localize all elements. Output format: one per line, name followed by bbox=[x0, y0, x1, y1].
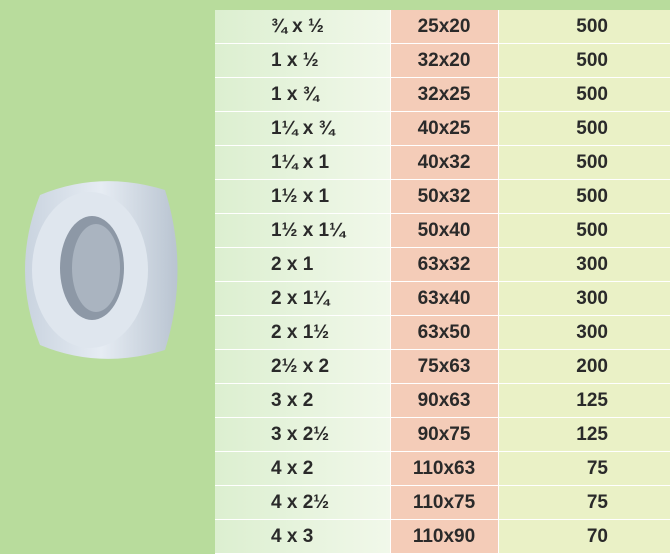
reducer-inner bbox=[72, 224, 120, 312]
size-inch: 1¼ x 1 bbox=[215, 146, 390, 180]
size-mm: 32x20 bbox=[390, 44, 498, 78]
quantity: 300 bbox=[498, 316, 670, 350]
size-inch: 1 x ½ bbox=[215, 44, 390, 78]
size-inch: 1½ x 1¼ bbox=[215, 214, 390, 248]
quantity: 300 bbox=[498, 248, 670, 282]
quantity: 500 bbox=[498, 10, 670, 44]
size-mm: 110x75 bbox=[390, 486, 498, 520]
page: {"table": {"rows": [ ["¾ x ½", "25x20", … bbox=[0, 0, 670, 554]
size-mm: 90x63 bbox=[390, 384, 498, 418]
size-mm: 63x32 bbox=[390, 248, 498, 282]
size-mm: 32x25 bbox=[390, 78, 498, 112]
size-inch: 4 x 2½ bbox=[215, 486, 390, 520]
size-inch: 4 x 3 bbox=[215, 520, 390, 554]
size-mm: 110x90 bbox=[390, 520, 498, 554]
size-mm: 63x50 bbox=[390, 316, 498, 350]
size-mm: 50x40 bbox=[390, 214, 498, 248]
quantity: 500 bbox=[498, 78, 670, 112]
quantity: 500 bbox=[498, 214, 670, 248]
size-inch: 3 x 2½ bbox=[215, 418, 390, 452]
size-inch: 2 x 1¼ bbox=[215, 282, 390, 316]
product-photo bbox=[0, 0, 215, 554]
size-inch: ¾ x ½ bbox=[215, 10, 390, 44]
size-mm: 90x75 bbox=[390, 418, 498, 452]
quantity: 125 bbox=[498, 384, 670, 418]
size-mm: 25x20 bbox=[390, 10, 498, 44]
size-mm: 110x63 bbox=[390, 452, 498, 486]
size-mm: 50x32 bbox=[390, 180, 498, 214]
size-inch: 1 x ¾ bbox=[215, 78, 390, 112]
quantity: 500 bbox=[498, 44, 670, 78]
size-inch: 1½ x 1 bbox=[215, 180, 390, 214]
size-inch: 2½ x 2 bbox=[215, 350, 390, 384]
size-inch: 3 x 2 bbox=[215, 384, 390, 418]
quantity: 300 bbox=[498, 282, 670, 316]
size-mm: 40x25 bbox=[390, 112, 498, 146]
quantity: 75 bbox=[498, 452, 670, 486]
quantity: 125 bbox=[498, 418, 670, 452]
size-inch: 1¼ x ¾ bbox=[215, 112, 390, 146]
size-inch: 4 x 2 bbox=[215, 452, 390, 486]
size-mm: 75x63 bbox=[390, 350, 498, 384]
quantity: 500 bbox=[498, 112, 670, 146]
quantity: 200 bbox=[498, 350, 670, 384]
size-mm: 63x40 bbox=[390, 282, 498, 316]
quantity: 70 bbox=[498, 520, 670, 554]
size-inch: 2 x 1½ bbox=[215, 316, 390, 350]
quantity: 75 bbox=[498, 486, 670, 520]
size-mm: 40x32 bbox=[390, 146, 498, 180]
quantity: 500 bbox=[498, 180, 670, 214]
quantity: 500 bbox=[498, 146, 670, 180]
size-inch: 2 x 1 bbox=[215, 248, 390, 282]
